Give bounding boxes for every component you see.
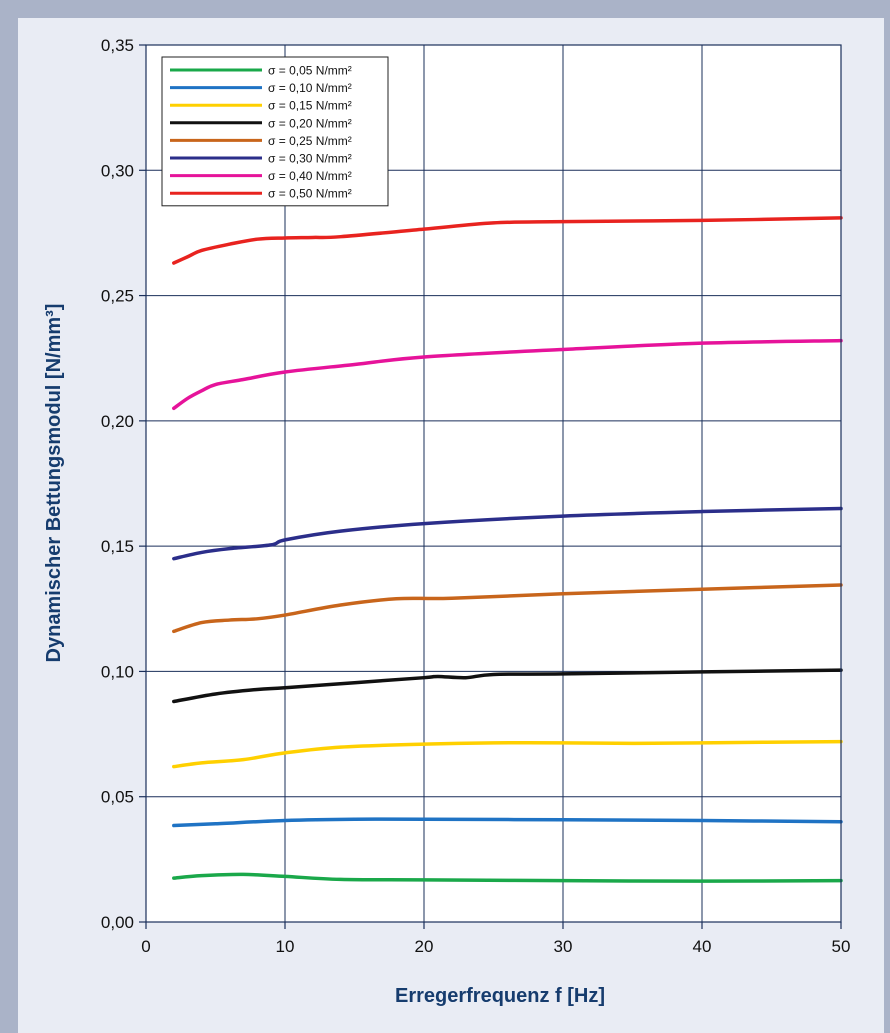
legend-label: σ = 0,10 N/mm² xyxy=(268,81,352,95)
series-line-5 xyxy=(172,583,843,634)
x-axis-title: Erregerfrequenz f [Hz] xyxy=(395,985,605,1007)
y-tick-label: 0,30 xyxy=(101,161,134,180)
series-line-7 xyxy=(172,338,843,411)
plot-frame xyxy=(145,44,842,923)
x-tick-label: 30 xyxy=(554,937,573,956)
x-tick-label: 40 xyxy=(693,937,712,956)
x-tick-label: 10 xyxy=(276,937,295,956)
y-tick-label: 0,20 xyxy=(101,412,134,431)
series-line-4 xyxy=(172,668,843,704)
y-tick-label: 0,10 xyxy=(101,662,134,681)
y-tick-label: 0,25 xyxy=(101,287,134,306)
y-tick-label: 0,05 xyxy=(101,788,134,807)
legend-box xyxy=(161,56,389,207)
y-tick-label: 0,15 xyxy=(101,537,134,556)
series-layer xyxy=(172,216,843,883)
y-tick-label: 0,00 xyxy=(101,913,134,932)
legend-label: σ = 0,15 N/mm² xyxy=(268,99,352,113)
legend-label: σ = 0,50 N/mm² xyxy=(268,187,352,201)
legend-label: σ = 0,25 N/mm² xyxy=(268,134,352,148)
legend-label: σ = 0,20 N/mm² xyxy=(268,116,352,130)
legend-label: σ = 0,40 N/mm² xyxy=(268,169,352,183)
series-line-1 xyxy=(172,872,843,883)
series-line-2 xyxy=(172,817,843,828)
series-line-6 xyxy=(172,506,843,561)
x-tick-label: 50 xyxy=(832,937,851,956)
x-axis: 0 10 20 30 40 50 xyxy=(141,922,850,956)
y-tick-label: 0,35 xyxy=(101,36,134,55)
legend: σ = 0,05 N/mm² σ = 0,10 N/mm² σ = 0,15 N/m… xyxy=(161,56,389,207)
y-axis-title: Dynamischer Bettungsmodul [N/mm³] xyxy=(43,304,65,663)
x-tick-label: 20 xyxy=(415,937,434,956)
series-line-8 xyxy=(172,216,843,265)
legend-label: σ = 0,30 N/mm² xyxy=(268,152,352,166)
x-tick-label: 0 xyxy=(141,937,150,956)
legend-label: σ = 0,05 N/mm² xyxy=(268,64,352,78)
series-line-3 xyxy=(172,739,843,769)
y-axis: 0,00 0,05 0,10 0,15 0,20 0,25 0,30 0,35 xyxy=(101,36,146,932)
